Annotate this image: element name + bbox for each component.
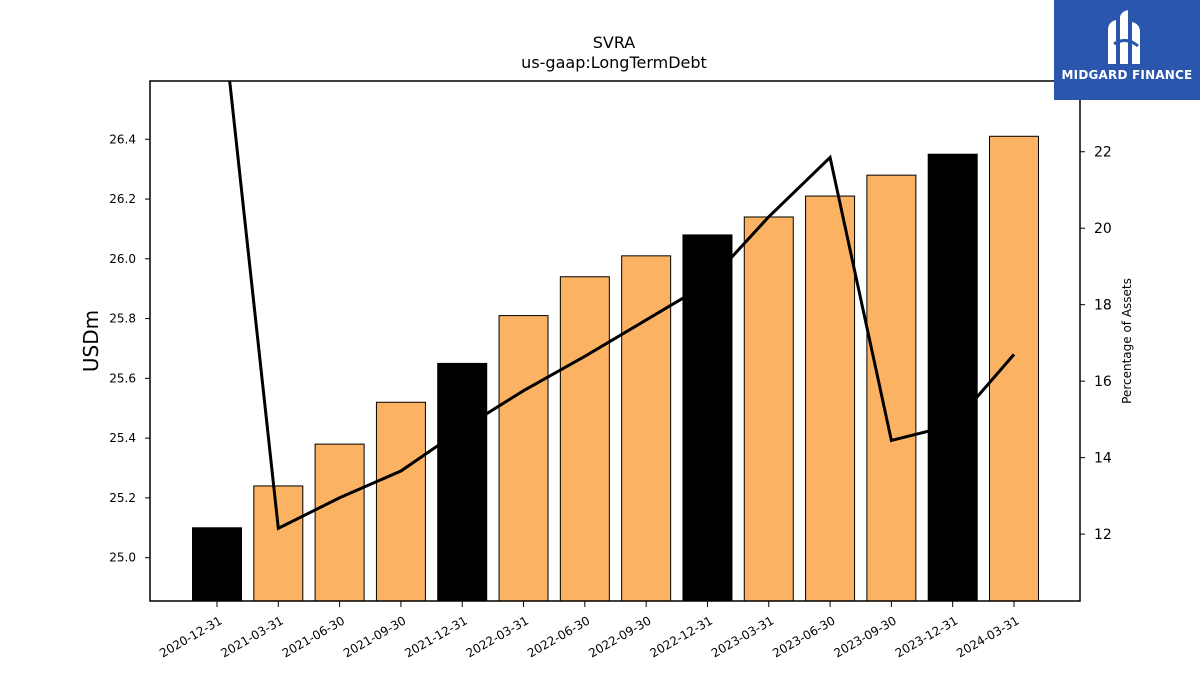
bar [927, 153, 978, 602]
x-tick-label: 2021-09-30 [341, 613, 408, 660]
x-tick-label: 2024-03-31 [954, 613, 1021, 660]
x-tick-label: 2023-06-30 [770, 613, 837, 660]
y-tick-label-left: 25.6 [109, 371, 136, 385]
x-tick-label: 2023-09-30 [831, 613, 898, 660]
bar [559, 276, 610, 602]
logo-text: MIDGARD FINANCE [1061, 68, 1193, 82]
x-tick-label: 2020-12-31 [157, 613, 224, 660]
x-tick-label: 2023-03-31 [709, 613, 776, 660]
series-line [228, 81, 1016, 531]
chart-subtitle: us-gaap:LongTermDebt [521, 53, 707, 72]
x-tick-label: 2023-12-31 [893, 613, 960, 660]
brand-logo: MIDGARD FINANCE [1054, 0, 1200, 100]
midgard-logo-icon [1108, 10, 1140, 64]
y-tick-label-left: 25.0 [109, 551, 136, 565]
plot-frame [149, 80, 1081, 602]
y-tick-label-right: 16 [1094, 374, 1112, 390]
y-tick-label-left: 26.4 [109, 132, 136, 146]
bar [621, 255, 672, 602]
bar [375, 401, 426, 602]
bar [192, 527, 242, 602]
y-tick-label-left: 26.0 [109, 252, 136, 266]
x-tick-label: 2021-12-31 [402, 613, 469, 660]
y-tick-label-left: 25.8 [109, 312, 136, 326]
bar [682, 234, 733, 602]
y-tick-label-left: 25.2 [109, 491, 136, 505]
bar [437, 362, 488, 602]
y-tick-label-right: 18 [1094, 298, 1112, 314]
y-tick-label-right: 14 [1094, 451, 1112, 467]
y-axis-label-left: USDm [79, 310, 103, 372]
line-layer [228, 81, 1016, 531]
bar [253, 485, 304, 602]
y-tick-label-left: 25.4 [109, 431, 136, 445]
y-tick-label-left: 26.2 [109, 192, 136, 206]
x-tick-label: 2021-03-31 [218, 613, 285, 660]
x-tick-label: 2021-06-30 [280, 613, 347, 660]
x-tick-label: 2022-12-31 [648, 613, 715, 660]
bar [743, 216, 794, 602]
y-tick-label-right: 12 [1094, 527, 1112, 543]
bar [498, 315, 549, 602]
y-axis-label-right: Percentage of Assets [1120, 278, 1134, 404]
bar [989, 135, 1039, 602]
chart-title: SVRA [593, 33, 636, 52]
y-tick-label-right: 20 [1094, 221, 1112, 237]
bar [805, 195, 856, 602]
y-tick-label-right: 22 [1094, 145, 1112, 161]
x-tick-label: 2022-06-30 [525, 613, 592, 660]
x-tick-label: 2022-09-30 [586, 613, 653, 660]
bar [314, 443, 365, 602]
x-tick-label: 2022-03-31 [464, 613, 531, 660]
bar-group [192, 135, 1039, 602]
bar [866, 174, 917, 602]
